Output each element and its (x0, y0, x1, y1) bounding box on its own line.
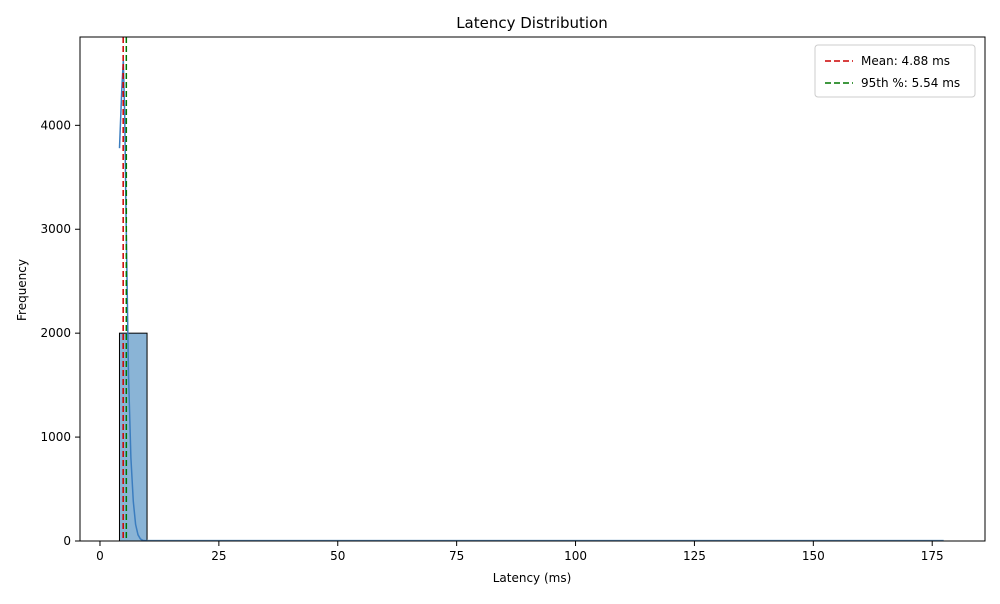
kde-curve (118, 60, 944, 541)
x-tick-label: 100 (564, 549, 587, 563)
y-tick-label: 0 (63, 534, 71, 548)
x-tick-label: 125 (683, 549, 706, 563)
y-axis-title: Frequency (15, 259, 29, 321)
x-tick-label: 150 (802, 549, 825, 563)
y-tick-label: 4000 (40, 118, 71, 132)
plot-area: 0 25 50 75 100 125 150 175 0 1000 2000 3000 4000 (40, 36, 986, 563)
legend-box (814, 44, 976, 98)
x-tick-label: 75 (449, 549, 464, 563)
legend: Mean: 4.88 ms 95th %: 5.54 ms (814, 44, 976, 98)
x-tick-label: 175 (921, 549, 944, 563)
x-tick-label: 50 (330, 549, 345, 563)
x-tick-label: 25 (211, 549, 226, 563)
chart-title: Latency Distribution (456, 14, 608, 32)
x-tick-label: 0 (96, 549, 104, 563)
plot-marks (118, 37, 944, 541)
y-tick-label: 1000 (40, 430, 71, 444)
y-tick-label: 2000 (40, 326, 71, 340)
x-axis-title: Latency (ms) (493, 571, 572, 585)
legend-label: 95th %: 5.54 ms (861, 76, 960, 90)
y-tick-label: 3000 (40, 222, 71, 236)
legend-label: Mean: 4.88 ms (861, 54, 950, 68)
plot-frame (79, 36, 986, 542)
